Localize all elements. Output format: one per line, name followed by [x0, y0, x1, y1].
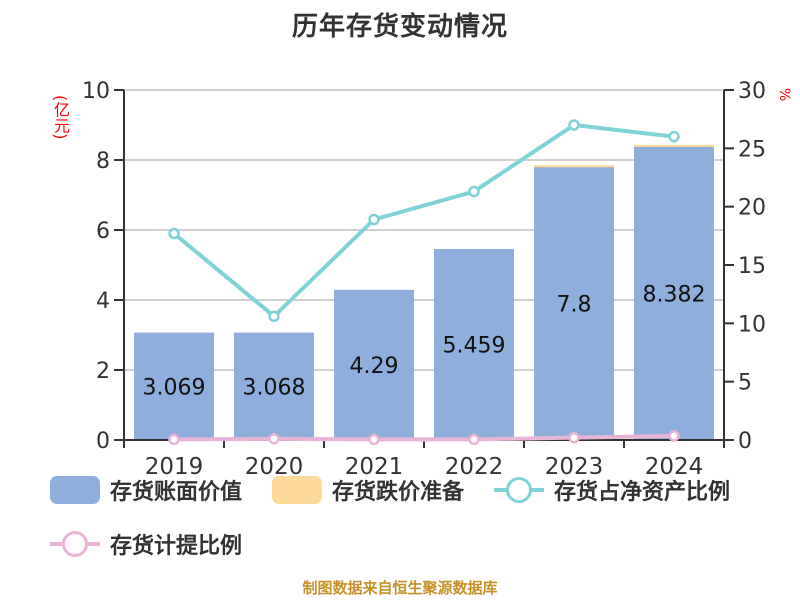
bar-value-label: 3.069 — [143, 375, 206, 400]
x-tick-label: 2020 — [245, 454, 304, 480]
x-tick-label: 2021 — [345, 454, 404, 480]
bar[interactable] — [434, 248, 514, 440]
right-tick-label: 5 — [738, 371, 752, 396]
x-tick-label: 2019 — [145, 454, 204, 480]
data-source-footer: 制图数据来自恒生聚源数据库 — [302, 579, 498, 597]
chart-title: 历年存货变动情况 — [291, 12, 508, 42]
legend-line-marker-icon — [50, 530, 100, 558]
left-axis-unit: (亿元) — [51, 95, 70, 140]
line-series — [173, 433, 675, 442]
bar[interactable] — [634, 146, 714, 440]
right-tick-label: 30 — [738, 79, 766, 104]
right-tick-label: 10 — [738, 312, 766, 337]
line-point[interactable] — [168, 227, 180, 240]
left-tick-label: 2 — [96, 359, 110, 384]
bar-value-label: 3.068 — [243, 375, 306, 400]
right-tick-label: 15 — [738, 254, 766, 279]
line-point[interactable] — [468, 433, 480, 446]
legend-line-marker-icon — [494, 476, 545, 504]
left-tick-label: 4 — [96, 289, 110, 314]
line-point[interactable] — [368, 213, 380, 226]
x-tick-label: 2024 — [645, 454, 704, 480]
line-series — [172, 122, 675, 320]
line-point[interactable] — [668, 130, 680, 143]
bar-value-label: 8.382 — [643, 282, 706, 307]
right-tick-label: 20 — [738, 196, 766, 221]
bar[interactable] — [634, 144, 714, 147]
legend-item-provision-ratio[interactable]: 存货计提比例 — [50, 528, 242, 560]
right-tick-label: 25 — [738, 137, 766, 162]
left-tick-label: 8 — [96, 149, 110, 174]
left-tick-label: 0 — [96, 429, 110, 454]
bar-value-label: 5.459 — [443, 333, 506, 358]
line-point[interactable] — [268, 310, 280, 323]
bar[interactable] — [534, 165, 614, 168]
line-point[interactable] — [668, 430, 680, 442]
legend-swatch-impairment — [272, 476, 323, 504]
line-point[interactable] — [268, 433, 280, 445]
bar[interactable] — [234, 332, 314, 440]
line-point[interactable] — [168, 433, 180, 446]
line-point[interactable] — [368, 433, 380, 446]
x-tick-label: 2023 — [545, 454, 604, 480]
line-point[interactable] — [568, 119, 580, 131]
legend-item-net-asset-ratio[interactable]: 存货占净资产比例 — [494, 474, 730, 506]
x-tick-label: 2022 — [445, 454, 504, 480]
legend-item-impairment[interactable]: 存货跌价准备 — [272, 474, 464, 506]
bar[interactable] — [534, 167, 614, 440]
legend: 存货账面价值 存货跌价准备 存货占净资产比例 存货计提比例 — [50, 470, 790, 578]
line-point[interactable] — [468, 185, 480, 198]
bar[interactable] — [334, 289, 414, 440]
line-point[interactable] — [568, 431, 580, 444]
bar[interactable] — [134, 332, 214, 440]
bar-value-label: 7.8 — [557, 293, 592, 318]
bar-value-label: 4.29 — [350, 354, 399, 379]
right-tick-label: 0 — [738, 429, 752, 454]
left-tick-label: 10 — [82, 79, 110, 104]
legend-item-book-value[interactable]: 存货账面价值 — [50, 474, 242, 506]
legend-swatch-book-value — [50, 476, 100, 504]
left-tick-label: 6 — [96, 219, 110, 244]
